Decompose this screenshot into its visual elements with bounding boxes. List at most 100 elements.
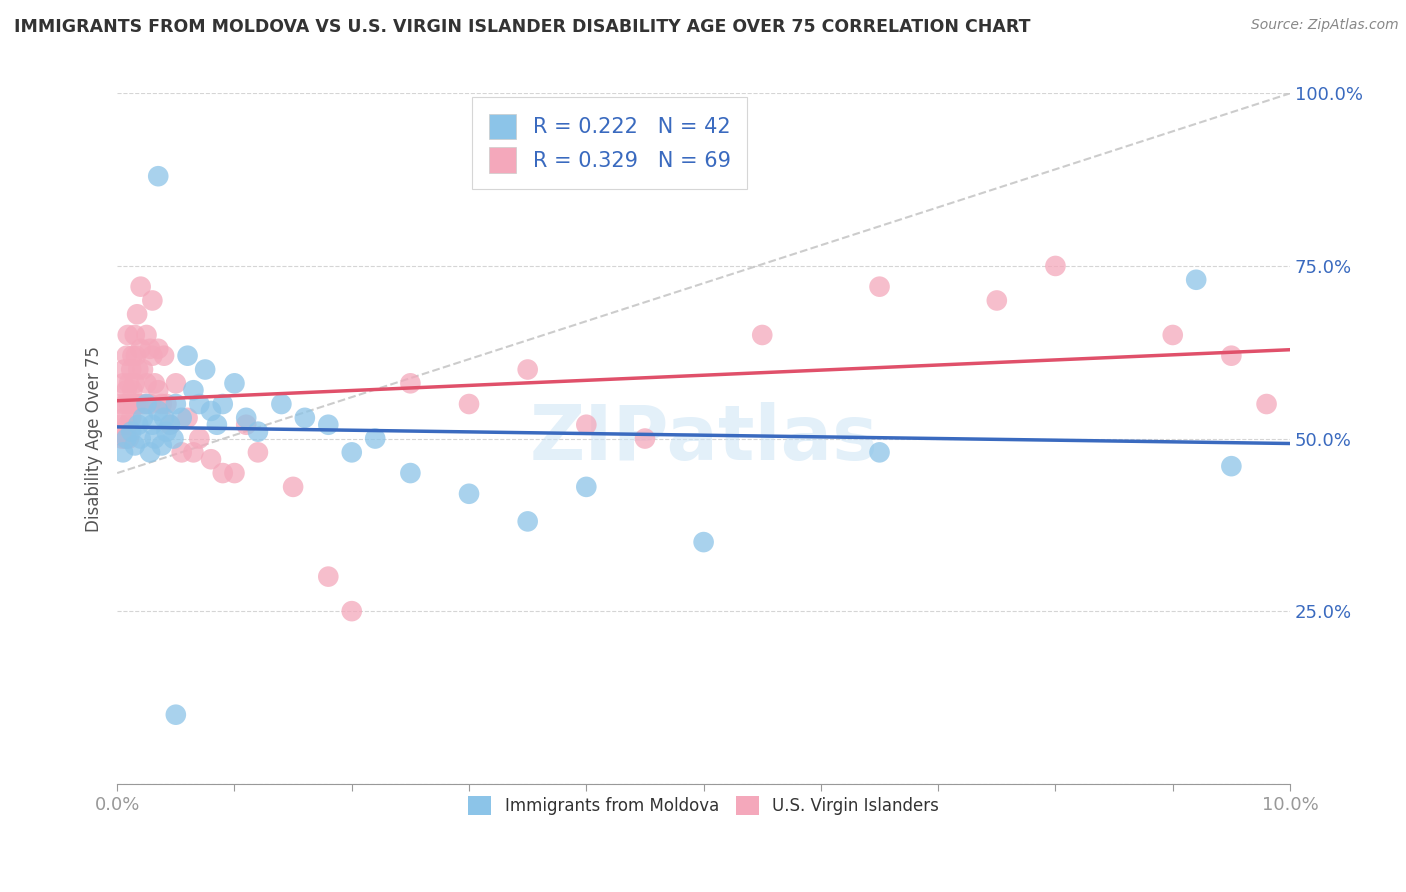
Point	[869, 279, 891, 293]
Point	[183, 445, 205, 459]
Point	[211, 466, 233, 480]
Point	[129, 279, 152, 293]
Point	[135, 376, 157, 391]
Point	[125, 349, 148, 363]
Point	[139, 342, 162, 356]
Point	[120, 362, 142, 376]
Point	[986, 293, 1008, 308]
Point	[148, 404, 170, 418]
Point	[575, 417, 598, 432]
Text: IMMIGRANTS FROM MOLDOVA VS U.S. VIRGIN ISLANDER DISABILITY AGE OVER 75 CORRELATI: IMMIGRANTS FROM MOLDOVA VS U.S. VIRGIN I…	[14, 18, 1031, 36]
Point	[127, 417, 149, 432]
Point	[200, 404, 222, 418]
Point	[155, 397, 177, 411]
Y-axis label: Disability Age Over 75: Disability Age Over 75	[86, 345, 103, 532]
Point	[117, 417, 139, 432]
Point	[458, 397, 481, 411]
Point	[211, 397, 233, 411]
Point	[340, 604, 363, 618]
Point	[117, 328, 139, 343]
Point	[118, 397, 141, 411]
Point	[148, 169, 170, 184]
Point	[124, 438, 146, 452]
Point	[200, 452, 222, 467]
Point	[112, 362, 135, 376]
Point	[751, 328, 773, 343]
Point	[1185, 273, 1208, 287]
Point	[129, 432, 152, 446]
Point	[135, 397, 157, 411]
Point	[129, 342, 152, 356]
Point	[120, 425, 142, 439]
Point	[112, 445, 135, 459]
Point	[141, 417, 163, 432]
Point	[1045, 259, 1067, 273]
Point	[316, 417, 339, 432]
Point	[634, 432, 657, 446]
Text: Source: ZipAtlas.com: Source: ZipAtlas.com	[1251, 18, 1399, 32]
Point	[115, 432, 138, 446]
Point	[153, 349, 176, 363]
Point	[205, 417, 228, 432]
Point	[188, 397, 211, 411]
Point	[155, 425, 177, 439]
Point	[188, 432, 211, 446]
Point	[1256, 397, 1278, 411]
Point	[127, 307, 149, 321]
Point	[692, 535, 714, 549]
Point	[143, 376, 166, 391]
Point	[194, 362, 217, 376]
Point	[165, 376, 187, 391]
Point	[150, 438, 173, 452]
Point	[118, 376, 141, 391]
Point	[170, 410, 193, 425]
Point	[364, 432, 387, 446]
Point	[110, 397, 132, 411]
Point	[135, 328, 157, 343]
Text: ZIPatlas: ZIPatlas	[529, 401, 877, 475]
Point	[246, 445, 269, 459]
Point	[516, 515, 538, 529]
Point	[125, 397, 148, 411]
Point	[115, 349, 138, 363]
Point	[516, 362, 538, 376]
Point	[176, 349, 198, 363]
Point	[124, 328, 146, 343]
Point	[1161, 328, 1184, 343]
Point	[1220, 349, 1243, 363]
Point	[1220, 459, 1243, 474]
Point	[132, 362, 155, 376]
Point	[458, 487, 481, 501]
Point	[153, 410, 176, 425]
Point	[270, 397, 292, 411]
Point	[340, 445, 363, 459]
Point	[112, 376, 135, 391]
Point	[148, 383, 170, 397]
Legend: Immigrants from Moldova, U.S. Virgin Islanders: Immigrants from Moldova, U.S. Virgin Isl…	[460, 788, 948, 823]
Point	[127, 397, 149, 411]
Point	[141, 349, 163, 363]
Point	[235, 410, 257, 425]
Point	[127, 362, 149, 376]
Point	[132, 410, 155, 425]
Point	[246, 425, 269, 439]
Point	[150, 397, 173, 411]
Point	[294, 410, 316, 425]
Point	[122, 397, 145, 411]
Point	[159, 417, 181, 432]
Point	[235, 417, 257, 432]
Point	[132, 397, 155, 411]
Point	[176, 410, 198, 425]
Point	[115, 383, 138, 397]
Point	[399, 466, 422, 480]
Point	[112, 410, 135, 425]
Point	[224, 466, 246, 480]
Point	[159, 417, 181, 432]
Point	[316, 569, 339, 583]
Point	[121, 383, 143, 397]
Point	[170, 445, 193, 459]
Point	[183, 383, 205, 397]
Point	[143, 432, 166, 446]
Point	[575, 480, 598, 494]
Point	[224, 376, 246, 391]
